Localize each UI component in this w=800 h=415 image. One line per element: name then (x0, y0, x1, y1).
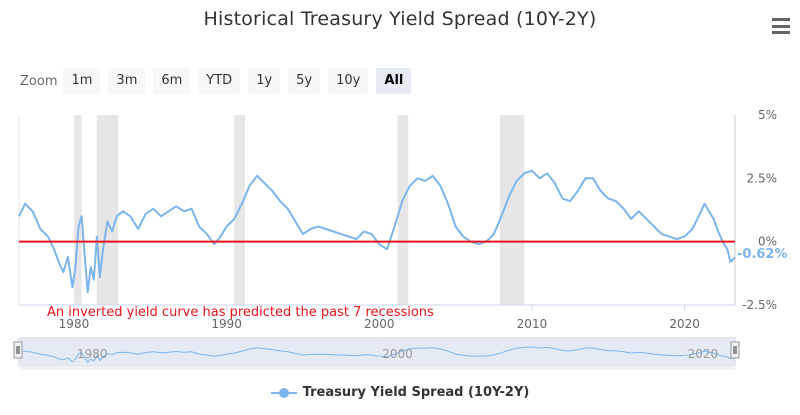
navigator-scrollbar[interactable] (19, 366, 735, 370)
y-tick-label: 5% (758, 108, 777, 122)
zoom-1m-button[interactable]: 1m (63, 68, 101, 94)
x-tick-label: 2010 (517, 317, 548, 331)
x-tick-label: 1990 (211, 317, 242, 331)
zoom-all-button[interactable]: All (376, 68, 412, 94)
y-axis-ticks: 5% 2.5% 0% -2.5% (742, 108, 777, 312)
navigator-right-handle[interactable] (730, 341, 740, 359)
navigator-series-line (18, 346, 736, 364)
navigator-tick-label: 2000 (382, 347, 413, 361)
navigator-left-handle[interactable] (13, 341, 23, 359)
zoom-3m-button[interactable]: 3m (108, 68, 146, 94)
zoom-1y-button[interactable]: 1y (248, 68, 281, 94)
y-tick-label: 2.5% (747, 171, 778, 185)
annotation-text: An inverted yield curve has predicted th… (47, 305, 434, 320)
navigator-selected-range[interactable] (19, 338, 735, 366)
y-tick-label: -2.5% (742, 298, 777, 312)
legend-label: Treasury Yield Spread (10Y-2Y) (302, 385, 530, 400)
zoom-5y-button[interactable]: 5y (288, 68, 321, 94)
x-axis-ticks: 1980 1990 2000 2010 2020 (59, 305, 700, 331)
zoom-label: Zoom (20, 73, 58, 89)
recession-bands (73, 115, 525, 305)
hamburger-menu-icon[interactable] (770, 16, 792, 36)
navigator-ticks: 1980 2000 2020 (73, 338, 719, 366)
x-tick-label: 2000 (364, 317, 395, 331)
zoom-6m-button[interactable]: 6m (153, 68, 191, 94)
zoom-selector: Zoom 1m 3m 6m YTD 1y 5y 10y All (20, 66, 419, 96)
legend-line-marker-icon (270, 387, 297, 399)
recession-band (397, 115, 409, 305)
series-line-treasury-spread[interactable] (18, 169, 736, 294)
x-tick-label: 2020 (669, 317, 700, 331)
zoom-ytd-button[interactable]: YTD (198, 68, 241, 94)
legend-item-treasury-spread[interactable]: Treasury Yield Spread (10Y-2Y) (0, 385, 800, 400)
current-value-label: -0.62% (737, 247, 788, 262)
y-tick-label: 0% (758, 235, 777, 249)
navigator-tick-label: 1980 (77, 347, 108, 361)
navigator-tick-label: 2020 (688, 347, 719, 361)
x-tick-label: 1980 (59, 317, 90, 331)
zoom-10y-button[interactable]: 10y (328, 68, 369, 94)
chart-title: Historical Treasury Yield Spread (10Y-2Y… (203, 8, 597, 30)
recession-band (73, 115, 82, 305)
